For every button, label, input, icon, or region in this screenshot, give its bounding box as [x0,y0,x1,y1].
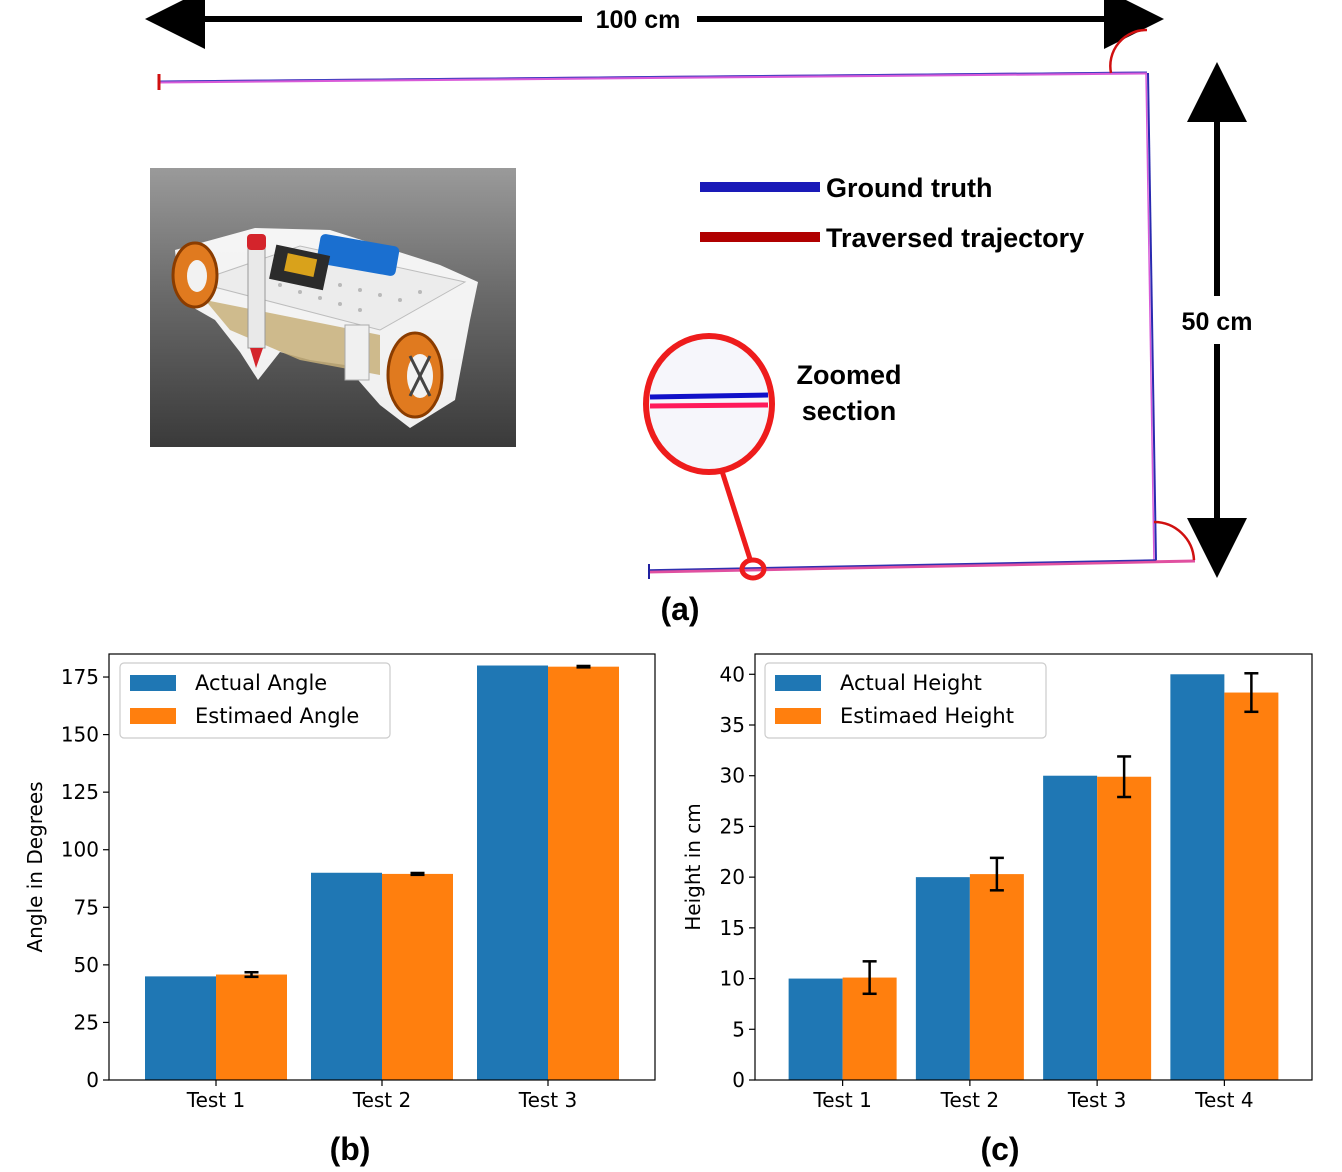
y-tick-label: 50 [74,953,99,977]
error-bar-4 [1244,672,1259,714]
height-dimension-arrow: 50 cm [1182,61,1253,578]
width-dimension-arrow: 100 cm [145,0,1164,49]
trajectory-path [157,28,1196,581]
error-bar-2 [989,856,1004,892]
trajectory-bottom-truth [647,559,1157,571]
zoomed-section: Zoomed section [643,333,902,475]
panel-label: (b) [330,1131,371,1167]
legend-swatch-ground-truth [700,182,820,192]
zoom-label-line1: Zoomed [797,360,902,390]
bar-estimaed-height-3 [1097,776,1152,1080]
y-tick-label: 175 [61,665,99,689]
y-tick-label: 75 [74,895,99,919]
panel-a-label: (a) [660,591,699,627]
bar-estimaed-angle-3 [548,666,619,1080]
legend-swatch [130,675,176,691]
chart-legend: Actual Angle Estimaed Angle [119,662,391,739]
y-tick-label: 5 [732,1017,745,1041]
panel-a: 100 cm 50 cm [145,0,1253,627]
bottom-corner-angle-arc [1153,520,1196,561]
legend-label-traversed: Traversed trajectory [826,223,1084,253]
legend-label-ground-truth: Ground truth [826,173,992,203]
x-tick-label: Test 4 [1194,1088,1253,1112]
legend-swatch [130,708,176,724]
trajectory-right-truth [1147,72,1157,563]
legend-frame [764,662,1047,739]
bar-actual-height-4 [1170,674,1225,1080]
trajectory-top-truth [159,71,1148,82]
trajectory-right-traversed [1145,72,1155,563]
bar-actual-angle-3 [477,665,548,1080]
error-bar-1 [862,960,877,996]
bar-actual-angle-1 [145,976,216,1080]
height-chart: 0 5 10 15 20 25 30 35 40 Test 1 Test 2 Test 3 Test 4… [681,653,1313,1167]
y-tick-label: 10 [720,967,745,991]
legend-swatch [775,708,821,724]
legend-label: Actual Angle [195,671,327,695]
y-tick-label: 150 [61,723,99,747]
y-tick-label: 25 [720,814,745,838]
y-tick-label: 15 [720,916,745,940]
error-bar-3 [1117,755,1132,799]
legend-swatch-traversed [700,232,820,242]
zoom-label-line2: section [802,396,897,426]
height-label: 50 cm [1182,308,1253,336]
x-tick-label: Test 2 [352,1088,411,1112]
x-tick-label: Test 1 [186,1088,245,1112]
y-tick-label: 100 [61,838,99,862]
x-tick-label: Test 1 [812,1088,871,1112]
top-corner-angle-arc [1109,28,1148,74]
trajectory-legend: Ground truth Traversed trajectory [700,173,1084,253]
legend-label: Estimaed Angle [195,704,359,728]
legend-frame [119,662,391,739]
bar-actual-angle-2 [311,872,382,1080]
y-tick-label: 0 [732,1068,745,1092]
y-tick-label: 25 [74,1010,99,1034]
chart-legend: Actual Height Estimaed Height [764,662,1047,739]
x-tick-label: Test 3 [518,1088,577,1112]
panel-label: (c) [980,1131,1019,1167]
error-bar-2 [410,871,425,877]
plot-frame [754,653,1313,1081]
legend-swatch [775,675,821,691]
legend-label: Actual Height [840,671,982,695]
x-tick-label: Test 3 [1067,1088,1126,1112]
trajectory-top-traversed [159,71,1148,84]
trajectory-bottom-traversed [647,559,1196,574]
error-bar-1 [244,970,259,979]
bar-estimaed-height-4 [1224,692,1279,1080]
angle-chart: 0 25 50 75 100 125 150 175 Test 1 Test 2 Test 3 Ang… [23,653,656,1167]
robot-photo-icon [150,168,516,447]
bar-actual-height-2 [915,877,970,1080]
bar-actual-height-1 [788,978,843,1080]
bar-actual-height-3 [1043,775,1098,1080]
error-bar-3 [576,664,591,669]
y-tick-label: 40 [720,662,745,686]
y-axis-label: Angle in Degrees [23,781,47,952]
y-tick-label: 35 [720,713,745,737]
legend-label: Estimaed Height [840,704,1014,728]
y-tick-label: 125 [61,780,99,804]
y-tick-label: 30 [720,764,745,788]
y-tick-label: 20 [720,865,745,889]
x-tick-label: Test 2 [940,1088,999,1112]
width-label: 100 cm [596,6,681,34]
bar-estimaed-angle-2 [382,873,453,1080]
bar-estimaed-height-2 [969,874,1024,1080]
y-axis-label: Height in cm [681,803,705,931]
y-tick-label: 0 [86,1068,99,1092]
zoom-marker [739,557,767,581]
bar-estimaed-angle-1 [216,974,287,1080]
